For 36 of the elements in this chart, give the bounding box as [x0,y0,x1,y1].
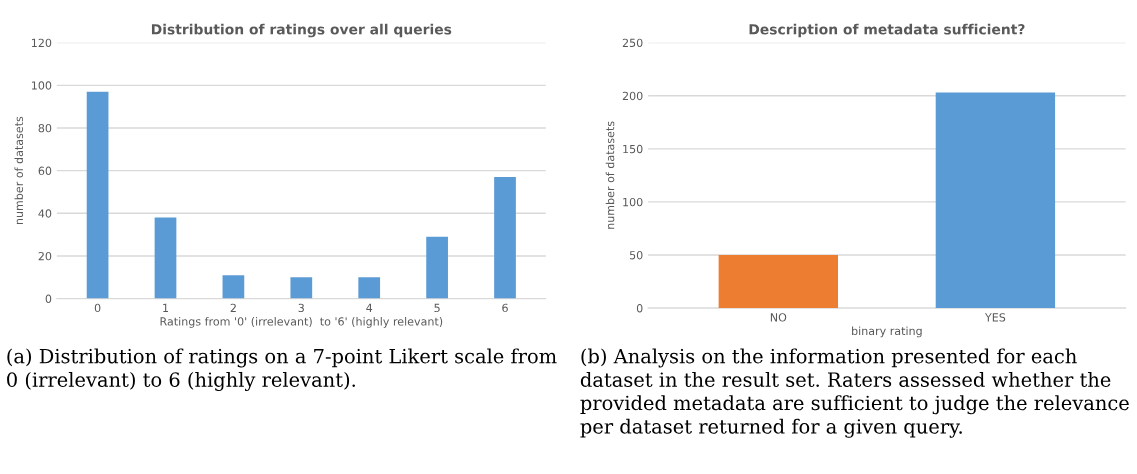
y-tick-label: 100 [623,197,643,207]
y-tick-label: 80 [38,123,52,133]
bar [494,177,516,299]
x-tick-label: YES [984,313,1006,322]
x-tick-label: 2 [230,303,236,312]
x-axis-title: binary rating [852,326,922,338]
chart-title: Description of metadata sufficient? [749,23,1025,38]
y-axis-title: number of datasets [605,121,615,229]
y-tick-label: 200 [622,91,643,101]
bar [86,91,109,299]
x-tick-label: NO [770,313,787,322]
y-tick-label: 0 [45,294,52,303]
y-tick-label: 40 [38,209,52,218]
text: (a) Distribution of ratings on a 7-point Likert scale from 0 (irrelevant) to 6 (highly relevant). [7,348,557,392]
y-tick-label: 100 [32,81,52,90]
bar [290,277,313,299]
text: (b) Analysis on the information presented for each dataset in the result set. Raters assessed whether the provided metadata are sufficient to judge the relevance per dataset returned for a given query. [580,348,1129,438]
x-tick-label: 4 [366,303,373,312]
bar [154,217,177,299]
x-tick-label: 5 [434,303,440,313]
y-tick-label: 50 [629,250,643,260]
x-tick-label: 6 [502,303,508,313]
bar [358,277,381,299]
bar [426,236,448,299]
y-tick-label: 20 [38,251,52,261]
x-tick-label: 3 [298,303,304,313]
x-axis-title: Ratings from '0' (irrelevant) to '6' (highly relevant) [160,317,443,328]
y-tick-label: 150 [623,144,643,154]
bar [222,275,245,299]
y-tick-label: 120 [32,38,52,48]
y-axis-title: number of datasets [14,116,24,225]
x-tick-label: 1 [163,303,169,312]
y-tick-label: 60 [38,166,52,176]
chart-title: Distribution of ratings over all queries [151,23,452,38]
y-tick-label: 250 [622,38,643,48]
x-tick-label: 0 [94,303,101,313]
